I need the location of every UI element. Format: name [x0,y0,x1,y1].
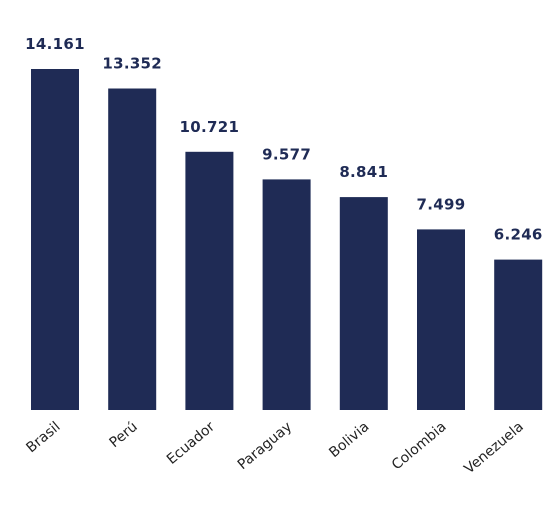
x-tick-label: Bolivia [326,419,372,461]
bar-perú [108,88,157,410]
bars-group [31,69,543,411]
x-tick-label: Perú [107,419,141,451]
value-label: 9.577 [262,145,311,163]
x-tick-label: Paraguay [235,419,295,473]
bar-paraguay [262,179,311,410]
value-label: 7.499 [417,195,466,213]
x-tick-label: Venezuela [461,419,526,477]
x-tick-label: Colombia [389,419,450,474]
bar-ecuador [185,151,234,411]
bar-brasil [31,69,79,410]
x-tick-label: Brasil [23,419,63,456]
value-label: 13.352 [102,55,162,73]
bar-bolivia [339,197,388,410]
value-labels-group: 14.161 13.352 10.721 9.577 8.841 7.499 6.246 [25,35,543,244]
value-label: 10.721 [180,118,240,136]
value-label: 14.161 [25,35,85,53]
value-label: 8.841 [339,163,388,181]
value-label: 6.246 [494,226,543,244]
bar-colombia [417,229,465,410]
x-tick-label: Ecuador [164,419,218,468]
x-tick-labels-group: Brasil Perú Ecuador Paraguay Bolivia Colombia… [23,419,526,478]
bar-venezuela [494,259,543,410]
